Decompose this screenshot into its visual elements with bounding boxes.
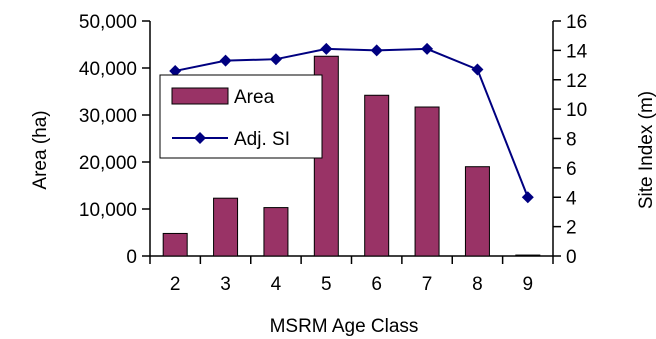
legend-swatch-adj-si-marker [194,132,206,144]
left-axis-tick-label: 20,000 [79,153,137,174]
left-axis-tick-label: 10,000 [79,200,137,221]
right-y-axis: 0 2 4 6 8 10 12 14 16 [552,12,588,268]
point-adj-si [471,63,484,76]
left-axis-tick-label: 50,000 [79,12,137,33]
right-axis-tick-label: 6 [566,159,577,180]
line-adj-si [174,47,529,198]
line-series-adj-si [169,42,534,204]
bar-area [263,207,289,257]
right-axis-tick-label: 4 [566,188,577,209]
x-axis-tick-label: 4 [271,274,282,295]
right-axis-tick-label: 14 [566,41,588,62]
left-y-axis-title: Area (ha) [30,110,51,189]
legend-swatch-area [171,87,229,105]
point-adj-si [320,42,333,55]
point-adj-si [269,53,282,66]
x-axis-tick-label: 9 [523,274,534,295]
x-axis-tick-label: 7 [422,274,433,295]
point-adj-si [421,42,434,55]
bar-area [464,166,490,257]
x-axis-tick-label: 8 [472,274,483,295]
x-axis-title: MSRM Age Class [270,316,419,337]
left-axis-tick-label: 40,000 [79,59,137,80]
right-axis-tick-label: 0 [566,247,577,268]
bar-area [364,94,390,257]
x-axis: 2 3 4 5 6 7 8 9 [149,255,554,295]
left-axis-tick-label: 30,000 [79,106,137,127]
right-axis-tick-label: 10 [566,100,587,121]
left-axis-tick-label: 0 [126,247,137,268]
right-y-axis-title: Site Index (m) [636,91,656,209]
x-axis-tick-label: 6 [371,274,382,295]
point-adj-si [521,191,534,204]
right-axis-tick-label: 8 [566,130,577,151]
bar-area [515,254,541,257]
right-axis-tick-label: 2 [566,218,577,239]
x-axis-tick-label: 5 [321,274,332,295]
bar-area [213,197,239,257]
legend: Area Adj. SI [159,74,323,159]
point-adj-si [219,54,232,67]
x-axis-tick-label: 3 [220,274,231,295]
left-y-axis: 0 10,000 20,000 30,000 40,000 50,000 [79,12,151,268]
bar-area [162,232,188,257]
right-axis-tick-label: 12 [566,71,587,92]
bar-area [414,106,440,257]
legend-label-adj-si: Adj. SI [234,129,290,150]
x-axis-tick-label: 2 [170,274,181,295]
legend-label-area: Area [234,87,275,108]
point-adj-si [169,64,182,77]
right-axis-tick-label: 16 [566,12,587,33]
point-adj-si [370,44,383,57]
